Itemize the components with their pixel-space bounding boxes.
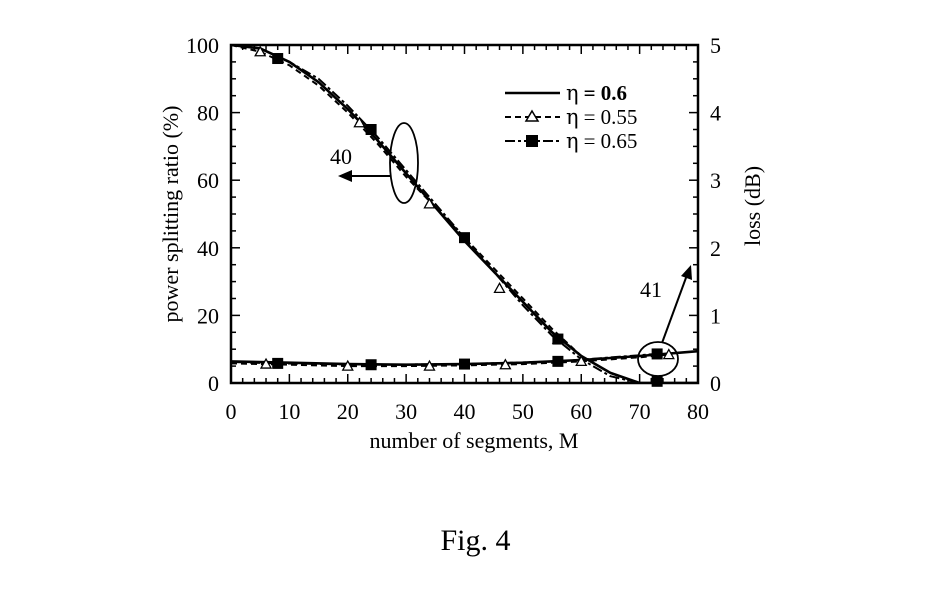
x-tick-label: 80: [687, 399, 709, 424]
x-tick-label: 30: [395, 399, 417, 424]
square-marker: [365, 124, 377, 135]
y-tick-label: 80: [197, 101, 219, 126]
series-line-5: [231, 352, 658, 366]
triangle-marker: [353, 116, 366, 128]
annotation-41: 41: [637, 265, 692, 377]
axis-ticks: [230, 44, 699, 384]
triangle-marker: [341, 359, 354, 371]
square-marker: [272, 357, 284, 369]
legend-label-eta-055: η = 0.55: [566, 105, 637, 129]
x-tick-label: 70: [629, 399, 651, 424]
annotation-40-arrowhead: [338, 170, 352, 182]
legend: η = 0.6 η = 0.55 η = 0.65: [505, 81, 637, 153]
legend-eta-value-065: = 0.65: [584, 129, 638, 153]
series-line-1: [231, 45, 640, 383]
y-axis-title: power splitting ratio (%): [158, 106, 183, 323]
annotation-41-label: 41: [640, 277, 662, 302]
square-marker: [459, 358, 470, 370]
y-tick-label: 20: [197, 303, 219, 328]
square-marker: [459, 232, 470, 244]
y-tick-label: 40: [197, 236, 219, 261]
square-marker: [552, 333, 564, 345]
square-marker: [272, 53, 284, 65]
triangle-marker: [254, 45, 267, 57]
series-line-0: [231, 45, 698, 383]
annotation-40-ellipse: [389, 122, 419, 204]
plot-frame: [229, 43, 700, 385]
square-marker: [552, 355, 564, 367]
triangle-marker: [662, 348, 675, 360]
legend-eta-symbol-065: η: [566, 129, 579, 153]
legend-eta-symbol-06: η: [566, 81, 579, 105]
y-right-tick-label: 0: [710, 371, 721, 396]
x-tick-label: 50: [512, 399, 534, 424]
square-marker: [651, 348, 663, 360]
x-tick-label: 60: [570, 399, 592, 424]
series-line-2: [231, 45, 658, 383]
y-right-tick-label: 4: [710, 101, 721, 126]
triangle-marker: [423, 359, 436, 371]
legend-marker-square: [526, 135, 538, 147]
annotation-41-arrow: [661, 274, 688, 344]
triangle-marker: [423, 197, 436, 209]
annotation-40: 40: [330, 122, 419, 204]
annotation-40-label: 40: [330, 144, 352, 169]
legend-marker-triangle: [524, 109, 540, 122]
y-right-tick-label: 2: [710, 236, 721, 261]
x-tick-label: 20: [337, 399, 359, 424]
y-tick-label: 100: [186, 33, 219, 58]
legend-label-eta-065: η = 0.65: [566, 129, 637, 153]
legend-label-eta-06: η = 0.6: [566, 81, 627, 105]
series-layer: [231, 45, 698, 383]
y-right-tick-label: 1: [710, 303, 721, 328]
y-right-axis-title: loss (dB): [740, 166, 765, 246]
triangle-marker: [575, 355, 588, 367]
legend-eta-value-055: = 0.55: [584, 105, 638, 129]
y-right-tick-label: 3: [710, 168, 721, 193]
y-right-tick-label: 5: [710, 33, 721, 58]
x-tick-label: 10: [278, 399, 300, 424]
triangle-marker: [499, 358, 512, 370]
square-marker: [365, 359, 377, 371]
figure-caption: Fig. 4: [440, 524, 511, 557]
annotation-41-ellipse: [637, 341, 679, 377]
annotation-41-arrowhead: [681, 265, 692, 280]
legend-eta-value-06: = 0.6: [584, 81, 627, 105]
triangle-marker: [259, 357, 273, 369]
x-tick-label: 0: [226, 399, 237, 424]
legend-eta-symbol-055: η: [566, 105, 579, 129]
triangle-marker: [493, 282, 506, 294]
x-tick-label: 40: [454, 399, 476, 424]
markers-layer: [254, 45, 675, 387]
y-tick-label: 60: [197, 168, 219, 193]
x-axis-title: number of segments, M: [370, 428, 579, 453]
y-tick-label: 0: [208, 371, 219, 396]
square-marker: [651, 375, 663, 387]
